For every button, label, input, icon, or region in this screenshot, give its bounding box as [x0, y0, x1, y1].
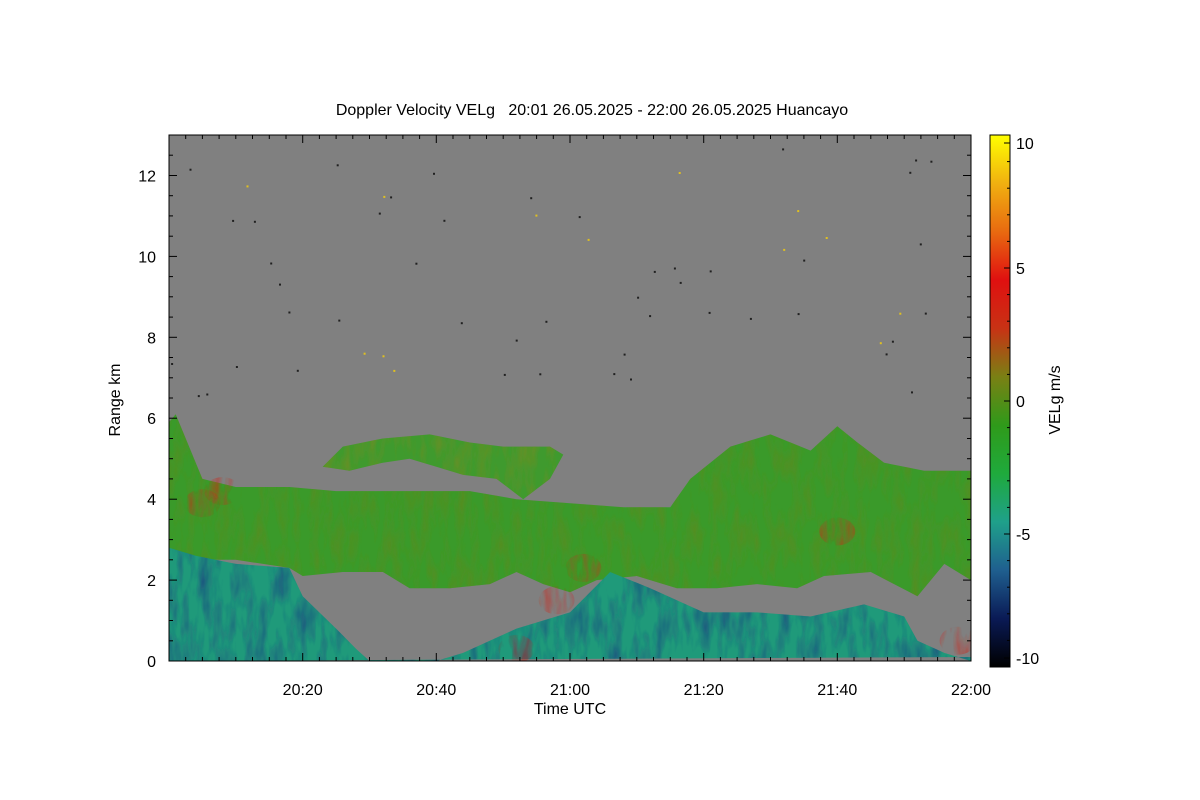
y-tick-label: 6 [147, 411, 156, 428]
noise-pixel [382, 355, 385, 358]
noise-pixel [378, 212, 381, 215]
y-tick-label: 8 [147, 330, 156, 347]
noise-pixel [911, 391, 913, 394]
noise-pixel [919, 243, 922, 246]
y-tick-label: 0 [147, 654, 156, 671]
region-upper-cloud-band-texture [322, 434, 564, 500]
noise-pixel [623, 353, 626, 356]
colorbar: 10 5 0 -5 -10 [989, 134, 1039, 668]
noise-pixel [709, 270, 712, 273]
noise-pixel [679, 281, 682, 284]
y-tick-label: 12 [138, 169, 156, 186]
noise-pixel [653, 270, 656, 273]
noise-pixel [336, 164, 339, 167]
noise-pixel [535, 214, 538, 217]
colorbar-tick-label: 5 [1016, 261, 1025, 278]
y-axis-label: Range km [107, 364, 124, 437]
noise-pixel [587, 238, 590, 241]
colorbar-tick-label: -10 [1016, 651, 1039, 668]
noise-pixel [630, 378, 632, 381]
noise-pixel [637, 296, 640, 299]
region-main-cloud-layer-texture [169, 414, 971, 597]
y-tick-label: 4 [147, 492, 156, 509]
noise-pixel [539, 373, 542, 376]
x-axis-label: Time UTC [534, 701, 606, 718]
noise-pixel [782, 148, 785, 151]
noise-pixel [189, 168, 192, 171]
noise-pixel [246, 185, 249, 188]
x-tick-label: 20:20 [283, 682, 323, 699]
colorbar-tick-label: 0 [1016, 394, 1025, 411]
noise-pixel [530, 197, 533, 200]
noise-pixel [460, 322, 463, 325]
x-tick-label: 21:20 [684, 682, 724, 699]
noise-pixel [578, 216, 581, 219]
noise-pixel [678, 172, 681, 174]
x-tick-label: 20:40 [416, 682, 456, 699]
noise-pixel [171, 363, 174, 365]
noise-pixel [296, 369, 299, 372]
noise-pixel [930, 160, 933, 163]
noise-pixel [433, 172, 435, 175]
noise-pixel [253, 220, 256, 223]
noise-pixel [415, 262, 418, 265]
noise-pixel [803, 259, 806, 262]
noise-pixel [363, 352, 366, 355]
y-tick-label: 2 [147, 573, 156, 590]
noise-pixel [390, 196, 393, 199]
x-tick-label: 21:40 [817, 682, 857, 699]
x-tick-label: 22:00 [951, 682, 991, 699]
colorbar-tick-label: -5 [1016, 527, 1030, 544]
x-tick-label: 21:00 [550, 682, 590, 699]
noise-pixel [909, 171, 912, 174]
positive-velocity-patch [565, 553, 602, 582]
noise-pixel [279, 283, 281, 286]
noise-pixel [235, 366, 238, 368]
noise-pixel [393, 369, 396, 372]
noise-pixel [232, 219, 235, 222]
y-axis: 0 2 4 6 8 10 12 [138, 134, 971, 671]
plot-area [169, 135, 971, 661]
positive-velocity-patch [819, 517, 856, 546]
noise-pixel [197, 395, 200, 398]
noise-pixel [288, 311, 291, 314]
noise-pixel [797, 210, 800, 213]
noise-pixel [545, 320, 548, 323]
noise-pixel [270, 262, 273, 265]
noise-pixel [515, 339, 518, 342]
y-tick-label: 10 [138, 249, 156, 266]
noise-pixel [915, 159, 918, 162]
noise-pixel [783, 248, 786, 251]
noise-pixel [749, 317, 752, 320]
positive-velocity-patch [939, 626, 971, 655]
noise-pixel [673, 267, 676, 270]
noise-pixel [613, 373, 616, 376]
noise-pixel [206, 393, 209, 396]
noise-pixel [383, 195, 386, 198]
noise-pixel [891, 340, 894, 343]
noise-pixel [899, 312, 902, 315]
positive-velocity-patch [538, 586, 575, 615]
noise-pixel [825, 237, 828, 239]
noise-pixel [708, 311, 711, 314]
noise-pixel [885, 353, 888, 356]
noise-pixel [443, 219, 446, 222]
colorbar-tick-label: 10 [1016, 136, 1034, 153]
chart-title: Doppler Velocity VELg 20:01 26.05.2025 -… [336, 102, 848, 119]
noise-pixel [797, 313, 800, 316]
positive-velocity-patch [498, 634, 535, 661]
colorbar-label: VELg m/s [1047, 365, 1064, 434]
x-axis: 20:20 20:40 21:00 21:20 21:40 22:00 [168, 135, 991, 699]
noise-pixel [924, 312, 927, 315]
positive-velocity-patch [204, 477, 241, 506]
region-lower-precipitation-region-texture [169, 547, 971, 661]
noise-pixel [879, 342, 882, 345]
noise-pixel [649, 315, 652, 318]
noise-pixel [503, 373, 506, 376]
noise-pixel [338, 319, 341, 322]
